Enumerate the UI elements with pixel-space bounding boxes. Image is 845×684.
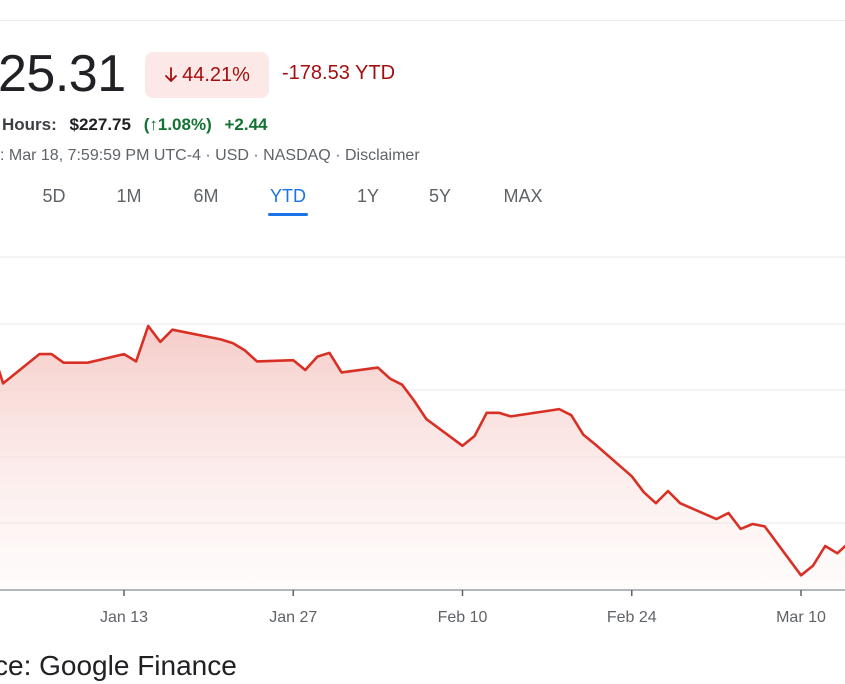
after-hours-row: Hours: $227.75 (↑1.08%) +2.44: [2, 115, 267, 135]
arrow-down-icon: [165, 67, 177, 82]
after-hours-change: +2.44: [224, 115, 268, 134]
x-tick-label: Jan 27: [269, 609, 317, 626]
tab-max[interactable]: MAX: [503, 186, 543, 206]
quote-meta-line: : Mar 18, 7:59:59 PM UTC-4 · USD · NASDA…: [0, 147, 420, 164]
tab-ytd[interactable]: YTD: [268, 184, 308, 216]
change-percent: 44.21%: [182, 63, 250, 86]
tab-6m[interactable]: 6M: [193, 186, 219, 206]
x-tick-label: Jan 13: [100, 609, 148, 626]
tab-5d[interactable]: 5D: [42, 186, 66, 206]
tab-5y[interactable]: 5Y: [428, 186, 452, 206]
header-divider: [0, 20, 845, 21]
current-price: 25.31: [0, 45, 126, 103]
x-tick-label: Mar 10: [776, 609, 826, 626]
price-area-fill: [0, 326, 845, 590]
ytd-change: -178.53 YTD: [282, 62, 396, 84]
after-hours-price: $227.75: [69, 115, 131, 134]
tab-1y[interactable]: 1Y: [356, 186, 380, 206]
after-hours-label: Hours:: [2, 115, 57, 134]
tab-1m[interactable]: 1M: [116, 186, 142, 206]
price-chart: Jan 13 Jan 27 Feb 10 Feb 24 Mar 10: [0, 256, 845, 626]
price-line: [0, 324, 845, 577]
x-tick-label: Feb 24: [607, 609, 657, 626]
after-hours-percent: (↑1.08%): [143, 115, 212, 134]
change-percent-badge: 44.21%: [145, 52, 269, 98]
source-caption: ce: Google Finance: [0, 650, 237, 681]
x-tick-label: Feb 10: [438, 609, 488, 626]
